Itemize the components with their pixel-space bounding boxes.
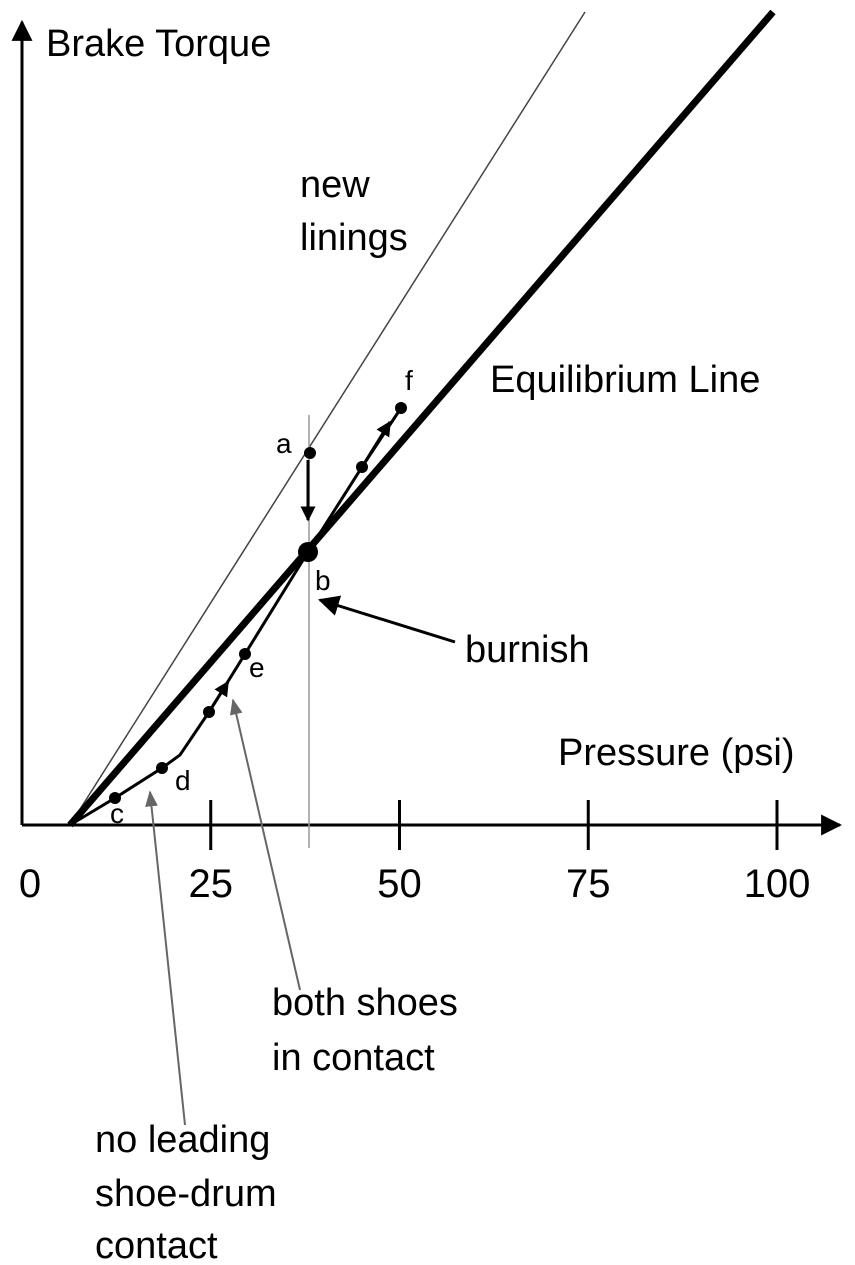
- annotation: in contact: [272, 1037, 435, 1079]
- point-label: f: [405, 365, 413, 396]
- x-tick-label: 50: [377, 862, 422, 906]
- x-tick-label: 0: [19, 862, 41, 906]
- point-label: b: [315, 565, 331, 596]
- annotation: both shoes: [272, 982, 458, 1024]
- path-arrow: [360, 420, 392, 468]
- point: [109, 792, 121, 804]
- point: [298, 542, 318, 562]
- points: [109, 402, 407, 804]
- burnish-arrow: [317, 595, 456, 644]
- y-axis-label: Brake Torque: [46, 23, 271, 65]
- x-tick-label: 100: [744, 862, 811, 906]
- line-label: Equilibrium Line: [490, 359, 760, 401]
- point: [304, 447, 316, 459]
- point-label: d: [175, 765, 191, 796]
- point: [356, 461, 368, 473]
- point: [395, 402, 407, 414]
- point-label: c: [110, 798, 124, 829]
- point: [156, 762, 168, 774]
- both-arrow: [230, 698, 301, 991]
- annotation: contact: [95, 1225, 218, 1265]
- equilibrium-line: [67, 9, 776, 828]
- point: [239, 648, 251, 660]
- line-label: linings: [300, 217, 408, 259]
- annotation: shoe-drum: [95, 1173, 277, 1215]
- x-tick-label: 25: [189, 862, 234, 906]
- line-label: new: [300, 164, 370, 206]
- none-arrow: [145, 790, 186, 1126]
- x-tick-label: 75: [566, 862, 611, 906]
- new-linings-line: [69, 11, 586, 826]
- point: [203, 706, 215, 718]
- x-axis-label: Pressure (psi): [558, 732, 795, 774]
- point-label: e: [249, 652, 265, 683]
- annotation: burnish: [465, 629, 590, 671]
- annotation: no leading: [95, 1119, 270, 1161]
- point-label: a: [276, 428, 292, 459]
